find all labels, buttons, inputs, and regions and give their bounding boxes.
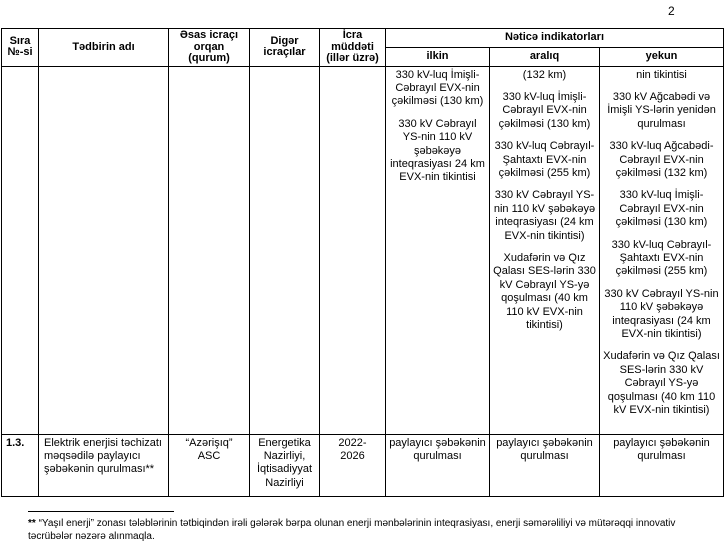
indicator-paragraph: 330 kV-luq Cəbrayıl- Şahtaxtı EVX-nin çə… [494,140,595,179]
indicator-paragraph: Xudafərin və Qız Qalası SES-lərin 330 kV… [603,350,720,417]
header-orqan: Əsas icraçı orqan (qurum) [168,28,250,67]
cell-indicator-ilkin: 330 kV-luq İmişli-Cəbrayıl EVX-nin çəkil… [385,65,490,435]
header-netice-indikatorlari: Nəticə indikatorları [385,27,724,49]
header-diger: Digər icraçılar [249,28,320,67]
cell-indicator-araliq: (132 km) 330 kV-luq İmişli-Cəbrayıl EVX-n… [489,65,600,435]
indicator-paragraph: Xudafərin və Qız Qalası SES-lərin 330 kV… [493,251,596,331]
cell-diger [249,65,320,435]
footnote-separator [28,511,174,512]
indicator-paragraph: 330 kV Ağcabədi və İmişli YS-lərin yenid… [607,90,716,130]
indicator-paragraph: 330 kV Cəbrayıl YS-nin 110 kV şəbəkəyə i… [604,287,719,340]
action-plan-table: Sıra №-si Tədbirin adı Əsas icraçı orqan… [1,27,724,497]
footnote: ** “Yaşıl enerji” zonası tələblərinin tə… [28,517,696,543]
indicator-paragraph: 330 kV-luq Cəbrayıl-Şahtaxtı EVX-nin çək… [611,238,712,278]
indicator-paragraph: 330 kV Cəbrayıl YS-nin 110 kV şəbəkəyə i… [493,189,596,242]
page-number: 2 [668,4,675,18]
indicator-paragraph: (132 km) [522,68,567,81]
cell-indicator-yekun: nin tikintisi 330 kV Ağcabədi və İmişli Y… [599,65,724,435]
cell-sira: 1.3. [1,433,39,497]
table-row-1-3: 1.3. Elektrik enerjisi təchizatı məqsədi… [1,433,724,497]
cell-sira [1,65,39,435]
indicator-paragraph: paylayıcı şəbəkənin qurulması [613,436,710,462]
cell-indicator-yekun: paylayıcı şəbəkənin qurulması [599,433,724,497]
indicator-paragraph: nin tikintisi [636,68,687,81]
footnote-marker: ** [28,518,36,529]
header-araliq: aralıq [489,47,600,67]
header-muddet: İcra müddəti (illər üzrə) [319,28,386,67]
cell-indicator-ilkin: paylayıcı şəbəkənin qurulması [385,433,490,497]
cell-orqan: “Azərişıq” ASC [168,433,250,497]
header-yekun: yekun [599,47,724,67]
indicator-paragraph: 330 kV-luq İmişli-Cəbrayıl EVX-nin çəkil… [498,90,591,130]
cell-indicator-araliq: paylayıcı şəbəkənin qurulması [489,433,600,497]
cell-diger: Energetika Nazirliyi, İqtisadiyyat Nazir… [249,433,320,497]
indicator-paragraph: paylayıcı şəbəkənin qurulması [389,436,486,462]
cell-tedbir [38,65,169,435]
cell-orqan [168,65,250,435]
cell-muddet: 2022-2026 [319,433,386,497]
indicator-paragraph: paylayıcı şəbəkənin qurulması [496,436,593,462]
indicator-paragraph: 330 kV-luq İmişli-Cəbrayıl EVX-nin çəkil… [391,68,484,108]
header-ilkin: ilkin [385,47,490,67]
cell-tedbir: Elektrik enerjisi təchizatı məqsədilə pa… [38,433,169,497]
header-row-sub: ilkin aralıq yekun [2,47,724,67]
header-sira: Sıra №-si [1,28,39,67]
footnote-text: “Yaşıl enerji” zonası tələblərinin tətbi… [28,518,676,542]
cell-muddet [319,65,386,435]
indicator-paragraph: 330 kV Cəbrayıl YS-nin 110 kV şəbəkəyə i… [390,117,485,184]
indicator-paragraph: 330 kV-luq Ağcabədi-Cəbrayıl EVX-nin çək… [609,140,714,179]
indicator-paragraph: 330 kV-luq İmişli-Cəbrayıl EVX-nin çəkil… [615,189,708,229]
header-tedbir: Tədbirin adı [38,28,169,67]
header-row-top: Sıra №-si Tədbirin adı Əsas icraçı orqan… [1,27,724,67]
table-row-continuation: 330 kV-luq İmişli-Cəbrayıl EVX-nin çəkil… [1,65,724,435]
